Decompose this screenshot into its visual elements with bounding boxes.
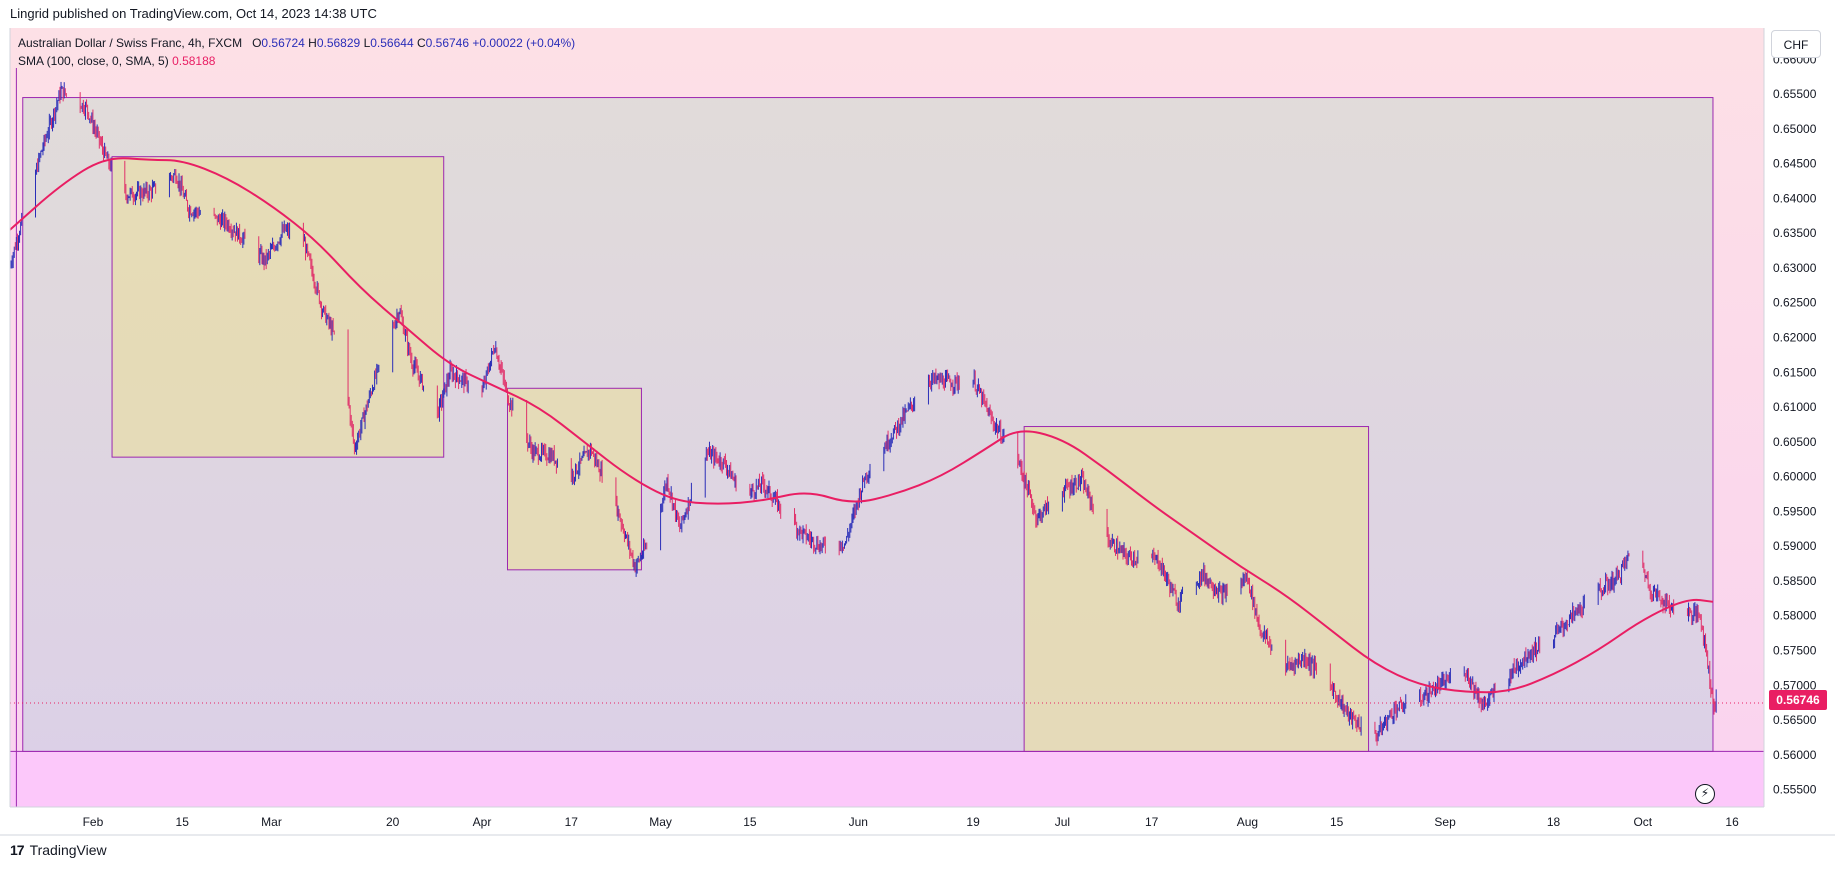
x-tick-label: Oct bbox=[1633, 815, 1652, 829]
x-tick-label: 17 bbox=[565, 815, 579, 829]
change-value: +0.00022 (+0.04%) bbox=[472, 36, 576, 50]
symbol-title: Australian Dollar / Swiss Franc, 4h, FXC… bbox=[18, 36, 243, 50]
footer-brand: 17 TradingView bbox=[10, 842, 107, 858]
x-tick-label: 15 bbox=[1330, 815, 1344, 829]
y-tick-label: 0.57000 bbox=[1773, 678, 1817, 692]
x-tick-label: Sep bbox=[1434, 815, 1456, 829]
x-tick-label: May bbox=[649, 815, 672, 829]
y-tick-label: 0.61500 bbox=[1773, 365, 1817, 379]
x-tick-label: 15 bbox=[176, 815, 190, 829]
y-tick-label: 0.56000 bbox=[1773, 748, 1817, 762]
chart-background-lower bbox=[10, 751, 1764, 807]
y-tick-label: 0.62500 bbox=[1773, 296, 1817, 310]
y-tick-label: 0.65000 bbox=[1773, 122, 1817, 136]
x-tick-label: Jul bbox=[1055, 815, 1070, 829]
last-price-tag: 0.56746 bbox=[1769, 690, 1827, 710]
y-tick-label: 0.58500 bbox=[1773, 574, 1817, 588]
x-tick-label: Jun bbox=[849, 815, 868, 829]
y-tick-label: 0.60000 bbox=[1773, 470, 1817, 484]
y-tick-label: 0.63000 bbox=[1773, 261, 1817, 275]
sma-value: 0.58188 bbox=[172, 54, 216, 68]
y-tick-label: 0.61000 bbox=[1773, 400, 1817, 414]
x-tick-label: 18 bbox=[1547, 815, 1561, 829]
y-tick-label: 0.65500 bbox=[1773, 87, 1817, 101]
currency-button[interactable]: CHF bbox=[1771, 30, 1821, 58]
y-tick-label: 0.58000 bbox=[1773, 609, 1817, 623]
x-tick-label: 15 bbox=[743, 815, 757, 829]
brand-name: TradingView bbox=[29, 842, 107, 858]
y-tick-label: 0.64500 bbox=[1773, 157, 1817, 171]
y-tick-label: 0.60500 bbox=[1773, 435, 1817, 449]
y-tick-label: 0.64000 bbox=[1773, 191, 1817, 205]
x-tick-label: Mar bbox=[261, 815, 282, 829]
y-tick-label: 0.57500 bbox=[1773, 644, 1817, 658]
time-scale bbox=[0, 807, 1835, 837]
lightning-icon[interactable]: ⚡ bbox=[1695, 784, 1715, 804]
y-tick-label: 0.63500 bbox=[1773, 226, 1817, 240]
y-tick-label: 0.59000 bbox=[1773, 539, 1817, 553]
y-tick-label: 0.62000 bbox=[1773, 331, 1817, 345]
x-tick-label: Aug bbox=[1237, 815, 1258, 829]
x-tick-label: 16 bbox=[1725, 815, 1739, 829]
x-tick-label: 17 bbox=[1145, 815, 1159, 829]
tradingview-logo-icon: 17 bbox=[10, 842, 25, 858]
sma-line bbox=[9, 157, 1714, 694]
x-tick-label: Apr bbox=[473, 815, 492, 829]
y-tick-label: 0.55500 bbox=[1773, 783, 1817, 797]
highlight-rectangle-1 bbox=[111, 156, 445, 458]
y-tick-label: 0.59500 bbox=[1773, 504, 1817, 518]
x-tick-label: Feb bbox=[83, 815, 104, 829]
x-tick-label: 20 bbox=[386, 815, 400, 829]
price-scale bbox=[1764, 28, 1835, 807]
ohlc-values: O0.56724 H0.56829 L0.56644 C0.56746 bbox=[252, 36, 470, 50]
x-tick-label: 19 bbox=[966, 815, 980, 829]
sma-label: SMA (100, close, 0, SMA, 5) bbox=[18, 54, 169, 68]
y-tick-label: 0.56500 bbox=[1773, 713, 1817, 727]
published-caption: Lingrid published on TradingView.com, Oc… bbox=[10, 6, 377, 21]
chart-legend: Australian Dollar / Swiss Franc, 4h, FXC… bbox=[18, 34, 575, 70]
